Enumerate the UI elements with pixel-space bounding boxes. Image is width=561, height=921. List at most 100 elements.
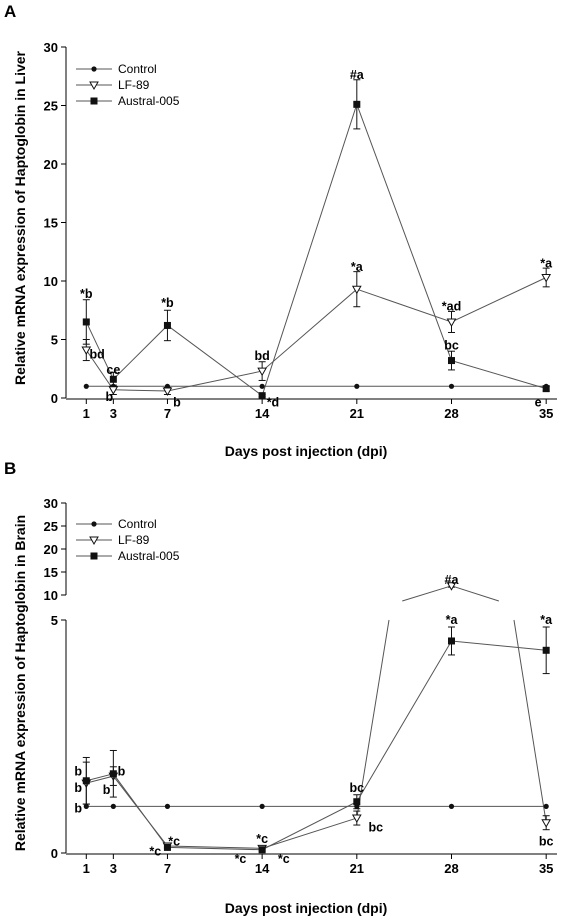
data-point-lf89-6 xyxy=(541,273,552,283)
panel-a-x-axis-title: Days post injection (dpi) xyxy=(225,443,388,459)
annotation-8: #a xyxy=(350,68,365,82)
data-point-austral005-5 xyxy=(447,357,455,365)
annotation-10: bc xyxy=(350,781,365,795)
y-tick-label-5: 25 xyxy=(44,519,58,534)
data-point-control-legend xyxy=(91,521,97,527)
y-tick-label-1: 5 xyxy=(51,333,58,348)
y-tick-label-3: 15 xyxy=(44,565,58,580)
panel-a-plot: 0 5 10 15 20 25 30 1 3 7 14 21 28 35 Control LF-89 Austr… xyxy=(44,40,557,421)
annotation-12: *a xyxy=(540,256,553,270)
annotation-0: *c xyxy=(235,852,247,866)
data-point-control-4 xyxy=(354,383,360,389)
data-point-austral005-legend xyxy=(90,97,98,105)
data-point-control-3 xyxy=(259,803,265,810)
annotation-7: *c xyxy=(149,845,161,859)
data-point-austral005-5 xyxy=(447,637,455,645)
data-point-lf89-1 xyxy=(108,386,119,395)
annotation-6: bd xyxy=(254,349,269,363)
annotation-7: *d xyxy=(267,396,280,410)
annotation-2: b xyxy=(74,781,82,795)
data-point-austral005-4 xyxy=(353,798,361,806)
panel-b-x-axis-title: Days post injection (dpi) xyxy=(225,900,388,916)
panel-b-letter: B xyxy=(4,459,16,478)
data-point-control-5 xyxy=(448,803,455,810)
panel-b-y-axis-title: Relative mRNA expression of Haptoglobin … xyxy=(12,515,28,851)
x-tick-label-6: 35 xyxy=(539,861,553,876)
x-tick-label-1: 3 xyxy=(110,406,117,421)
x-tick-label-1: 3 xyxy=(110,861,117,876)
annotation-4: b xyxy=(118,764,126,778)
annotation-3: b xyxy=(105,390,113,404)
annotation-11: bc xyxy=(368,820,383,834)
x-tick-label-5: 28 xyxy=(444,406,458,421)
series-line-lf89-break-down xyxy=(513,619,547,823)
x-tick-label-5: 28 xyxy=(444,861,458,876)
annotation-13: e xyxy=(535,396,542,410)
data-point-control-2 xyxy=(164,803,171,810)
legend-label-2: Austral-005 xyxy=(118,549,180,563)
annotation-11: bc xyxy=(444,338,459,352)
data-point-austral005-1 xyxy=(109,375,117,383)
legend-label-0: Control xyxy=(118,517,157,531)
y-tick-label-0: 0 xyxy=(51,391,58,406)
legend-label-2: Austral-005 xyxy=(118,94,180,108)
series-line-austral005 xyxy=(85,102,547,397)
x-tick-label-2: 7 xyxy=(164,861,171,876)
series-line-lf89 xyxy=(86,775,357,849)
data-point-control-1 xyxy=(110,803,116,810)
data-point-lf89-0 xyxy=(81,346,92,356)
data-point-lf89-5 xyxy=(446,318,457,327)
data-point-lf89-4 xyxy=(351,814,362,824)
x-tick-label-0: 1 xyxy=(83,406,90,421)
annotation-6: *c xyxy=(168,834,180,848)
series-line-austral005 xyxy=(86,640,547,851)
y-tick-label-6: 30 xyxy=(44,40,58,55)
annotation-14: *a xyxy=(540,613,553,627)
series-line-lf89-break-up xyxy=(356,619,390,819)
annotation-13: #a xyxy=(445,573,460,587)
x-tick-label-4: 21 xyxy=(350,861,364,876)
data-point-austral005-3 xyxy=(258,392,266,400)
annotation-4: *b xyxy=(161,296,174,310)
legend-label-1: LF-89 xyxy=(118,78,150,92)
y-tick-label-3: 15 xyxy=(44,216,58,231)
data-point-control-0 xyxy=(83,383,89,389)
annotation-0: *b xyxy=(80,287,93,301)
annotation-3: b xyxy=(74,802,82,816)
panel-a-y-axis-title: Relative mRNA expression of Haptoglobin … xyxy=(12,50,28,385)
y-tick-label-0: 0 xyxy=(51,846,58,861)
y-tick-label-4: 20 xyxy=(44,542,58,557)
data-point-austral005-6 xyxy=(542,385,550,393)
data-point-lf89-6 xyxy=(541,819,552,828)
y-tick-label-2: 10 xyxy=(44,588,58,603)
x-tick-label-0: 1 xyxy=(83,861,90,876)
annotation-1: bd xyxy=(89,348,104,362)
y-tick-label-6: 30 xyxy=(44,496,58,511)
annotation-8: *c xyxy=(256,832,268,846)
y-tick-label-2: 10 xyxy=(44,274,58,289)
x-tick-label-2: 7 xyxy=(164,406,171,421)
annotation-2: ce xyxy=(106,363,120,377)
legend-label-0: Control xyxy=(118,62,157,76)
data-point-austral005-2 xyxy=(163,321,171,329)
series-line-lf89 xyxy=(85,277,547,392)
data-point-austral005-3 xyxy=(258,846,266,854)
data-point-lf89-5 xyxy=(446,582,457,591)
data-point-austral005-6 xyxy=(542,646,550,654)
data-point-austral005-4 xyxy=(353,100,361,108)
annotation-5: b xyxy=(103,783,111,797)
x-tick-label-4: 21 xyxy=(350,406,364,421)
annotation-9: *c xyxy=(278,852,290,866)
data-point-austral005-0 xyxy=(82,318,90,326)
panel-b-plot: 0 5 10 15 20 25 30 1 3 7 14 21 28 35 Control LF-89 Austr… xyxy=(44,496,557,876)
data-point-lf89-3 xyxy=(257,367,267,377)
y-tick-label-4: 20 xyxy=(44,157,58,172)
data-point-lf89-legend xyxy=(89,536,99,546)
data-point-lf89-4 xyxy=(351,285,362,295)
annotation-9: *a xyxy=(351,260,364,274)
x-tick-label-3: 14 xyxy=(255,406,270,421)
data-point-austral005-1 xyxy=(109,770,117,778)
annotation-1: b xyxy=(74,764,82,778)
data-point-control-legend xyxy=(91,66,97,72)
